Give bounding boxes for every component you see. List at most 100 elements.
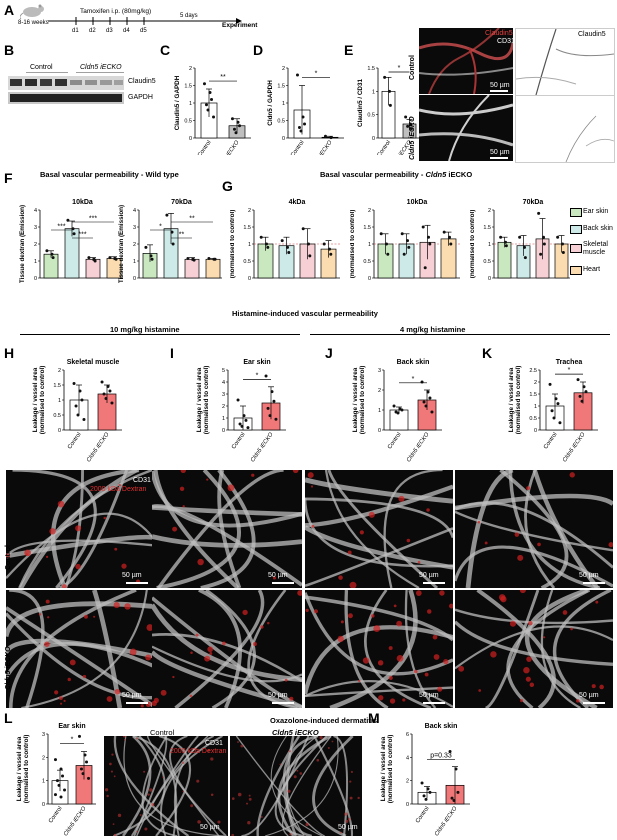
e-micro-control-merge [419, 28, 513, 94]
data-point [554, 397, 558, 401]
data-point [548, 382, 552, 386]
data-point [50, 252, 54, 256]
dextran-spot [69, 659, 76, 666]
x-tick-label: Control [377, 140, 393, 155]
y-tick-label: 3 [378, 368, 381, 374]
significance-label: * [398, 65, 401, 72]
dextran-spot [393, 604, 397, 608]
data-point [238, 124, 242, 128]
vessel [153, 470, 240, 588]
vessel [508, 470, 601, 588]
dextran-spot [331, 740, 334, 743]
panel-label-e: E [344, 42, 354, 58]
western-blot [8, 72, 124, 104]
y-tick-label: 0 [34, 276, 37, 282]
dextran-spot [195, 633, 199, 637]
y-tick-label: 2 [406, 779, 409, 785]
data-point [108, 389, 112, 393]
age-text: 8-16 weeks [18, 20, 49, 26]
vessel [540, 590, 581, 708]
day-4: d4 [123, 28, 130, 34]
data-point [388, 103, 392, 107]
y-tick-label: 2 [248, 208, 251, 214]
vessel [174, 590, 265, 708]
data-point [286, 245, 289, 249]
vessel [329, 590, 418, 708]
data-point [202, 82, 206, 86]
significance-label: *** [57, 224, 65, 231]
data-point [170, 230, 174, 234]
hist-micro-5 [152, 590, 302, 708]
dextran-spot [146, 624, 154, 631]
dextran-spot [182, 761, 185, 764]
data-point [59, 767, 63, 771]
legend-muscle: Skeletal muscle [583, 241, 608, 256]
dextran-spot [569, 472, 575, 478]
dextran-spot [523, 666, 530, 674]
y-tick-label: 3 [42, 732, 45, 738]
data-point [78, 389, 82, 393]
data-point [104, 397, 108, 400]
dextran-spot [439, 590, 445, 596]
data-point [87, 256, 91, 260]
panel-label-a: A [4, 2, 15, 18]
dextran-spot [47, 616, 50, 619]
dextran-spot [432, 634, 438, 640]
data-point [63, 788, 67, 792]
data-point [76, 413, 80, 417]
vessel [305, 625, 453, 695]
dextran-spot [197, 820, 201, 824]
data-point [427, 235, 430, 239]
hist-scale-0: 50 µm [122, 572, 142, 579]
band-gapdh: GAPDH [128, 94, 153, 101]
vessel [524, 470, 556, 588]
data-point [561, 251, 565, 254]
dextran-spot [426, 508, 430, 512]
dextran-spot [526, 486, 531, 491]
dextran-spot [140, 704, 144, 708]
y-tick-label: 4 [406, 755, 409, 761]
data-point [303, 122, 307, 126]
dextran-spot [82, 674, 87, 679]
panel-label-m: M [368, 710, 380, 726]
vessel [235, 736, 325, 836]
hist-dextran-label: 2000 kDa Dextran [90, 486, 147, 493]
dextran-spot [345, 819, 349, 823]
vessel [305, 525, 453, 570]
dextran-spot [509, 620, 517, 627]
e-channel-cd31: CD31 [497, 38, 515, 45]
hist-scale-5: 50 µm [268, 692, 288, 699]
hist-micro-6 [305, 590, 453, 708]
chart-k: Trachea 0 0.5 1 1.5 2 2.5 Leakage / vessel area… [508, 359, 598, 462]
dextran-spot [338, 575, 343, 580]
day-5: d5 [140, 28, 147, 34]
data-point [448, 235, 451, 239]
x-tick-label: Cldn5 iECKO [86, 431, 111, 462]
data-point [584, 390, 588, 394]
panel-label-c: C [160, 42, 171, 58]
data-point [426, 787, 430, 791]
data-point [424, 404, 428, 408]
dextran-spot [413, 669, 418, 674]
dextran-spot [103, 516, 107, 520]
dextran-spot [44, 641, 50, 647]
dextran-spot [49, 528, 56, 535]
data-point [238, 422, 242, 426]
vessel [6, 638, 156, 659]
panel-label-i: I [170, 345, 174, 361]
dextran-spot [526, 656, 532, 662]
y-tick-label: 6 [406, 732, 409, 738]
dextran-spot [528, 620, 533, 626]
y-tick-label: 1.5 [367, 66, 375, 72]
dextran-spot [327, 746, 330, 749]
x-tick-label: Cldn5 iECKO [250, 431, 275, 462]
data-point [428, 242, 432, 246]
dextran-spot [231, 797, 235, 800]
y-axis-label: (normalised to control) [359, 366, 366, 435]
dextran-spot [310, 485, 314, 488]
dextran-spot [373, 625, 381, 633]
data-point [448, 750, 452, 753]
dextran-spot [371, 614, 375, 618]
dextran-spot [260, 816, 263, 818]
